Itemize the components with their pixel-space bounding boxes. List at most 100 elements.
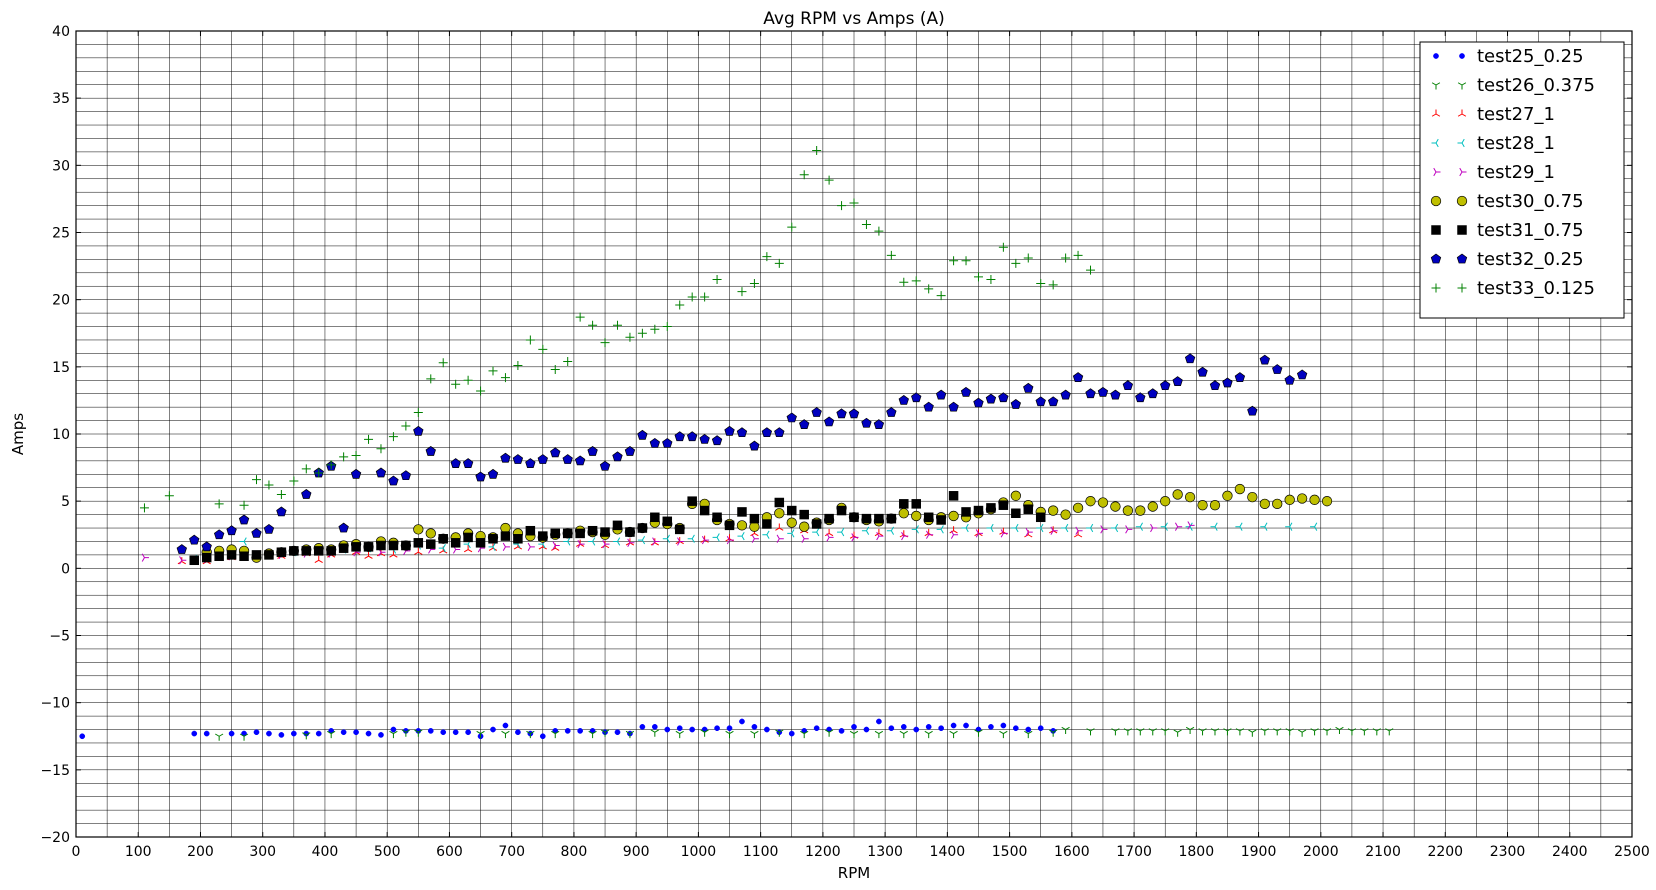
data-point: [712, 275, 722, 285]
data-point: [314, 468, 324, 478]
data-point: [963, 722, 969, 729]
data-point: [936, 291, 946, 301]
data-point: [775, 523, 784, 531]
data-point: [512, 454, 524, 464]
data-point: [975, 529, 983, 538]
data-point: [824, 729, 834, 737]
data-point: [1012, 725, 1019, 732]
data-point: [876, 531, 884, 541]
data-point: [762, 252, 772, 262]
data-point: [1197, 500, 1208, 511]
data-point: [675, 730, 684, 739]
data-point: [1247, 491, 1258, 503]
data-point: [1259, 354, 1270, 365]
data-point: [1073, 250, 1083, 260]
data-point: [861, 219, 871, 229]
data-point: [924, 730, 933, 739]
data-point: [1097, 386, 1109, 397]
legend-marker: [1433, 53, 1439, 59]
data-point: [176, 544, 187, 554]
data-point: [700, 729, 709, 737]
data-point: [276, 489, 286, 499]
data-point: [973, 505, 984, 516]
y-tick-label: −20: [40, 830, 70, 846]
legend-marker: [1457, 109, 1467, 117]
x-tick-label: 0: [72, 844, 81, 860]
data-point: [849, 512, 859, 523]
data-point: [687, 292, 697, 302]
data-point: [425, 446, 436, 456]
data-point: [861, 526, 870, 535]
data-point: [1260, 728, 1269, 736]
data-point: [712, 512, 722, 523]
data-point: [577, 728, 583, 734]
legend-marker: [1457, 283, 1467, 293]
data-point: [986, 503, 996, 513]
y-tick-label: 20: [52, 293, 70, 309]
data-point: [1011, 508, 1021, 519]
legend-label: test26_0.375: [1477, 75, 1595, 96]
data-point: [899, 499, 909, 509]
data-point: [1060, 509, 1071, 520]
data-point: [251, 550, 262, 560]
data-point: [1035, 396, 1046, 407]
data-point: [425, 528, 436, 539]
data-point: [203, 730, 210, 737]
data-point: [612, 520, 623, 531]
legend-marker: [1433, 167, 1441, 177]
data-point: [440, 729, 447, 736]
data-point: [1234, 483, 1246, 495]
data-point: [627, 538, 635, 547]
data-point: [502, 542, 510, 551]
x-tick-label: 1000: [681, 844, 717, 860]
x-axis-label: RPM: [838, 864, 870, 882]
y-tick-label: 35: [52, 91, 70, 107]
data-point: [562, 454, 573, 464]
data-point: [588, 730, 597, 739]
data-point: [1024, 730, 1033, 739]
data-point: [315, 730, 322, 737]
y-tick-label: 0: [61, 561, 70, 577]
data-point: [799, 509, 809, 520]
data-point: [724, 520, 735, 531]
data-point: [824, 513, 834, 524]
data-point: [525, 525, 536, 536]
data-point: [525, 335, 535, 345]
data-point: [564, 728, 571, 734]
data-point: [488, 366, 498, 376]
data-point: [863, 726, 870, 733]
data-point: [687, 496, 697, 506]
data-point: [139, 503, 149, 513]
data-point: [326, 546, 336, 556]
data-point: [1100, 525, 1108, 534]
data-point: [649, 437, 661, 448]
data-point: [500, 531, 511, 541]
data-point: [899, 730, 908, 739]
data-point: [413, 538, 424, 548]
data-point: [774, 427, 785, 438]
legend-marker: [1431, 109, 1441, 117]
data-point: [985, 393, 997, 404]
data-point: [414, 547, 423, 555]
x-tick-label: 1200: [805, 844, 841, 860]
data-point: [936, 525, 944, 534]
data-point: [812, 527, 820, 537]
data-point: [376, 540, 386, 551]
x-tick-label: 600: [436, 844, 463, 860]
data-point: [575, 312, 585, 322]
data-point: [563, 537, 571, 546]
data-point: [701, 535, 710, 545]
data-point: [662, 437, 673, 448]
data-point: [388, 432, 398, 442]
data-point: [774, 258, 784, 268]
data-point: [1048, 505, 1059, 516]
data-point: [214, 551, 224, 561]
data-point: [948, 510, 959, 522]
data-point: [550, 365, 560, 375]
data-point: [1184, 353, 1196, 364]
data-point: [550, 447, 561, 458]
data-point: [652, 537, 660, 546]
data-point: [1284, 374, 1295, 385]
data-point: [276, 547, 287, 557]
data-point: [538, 531, 548, 541]
